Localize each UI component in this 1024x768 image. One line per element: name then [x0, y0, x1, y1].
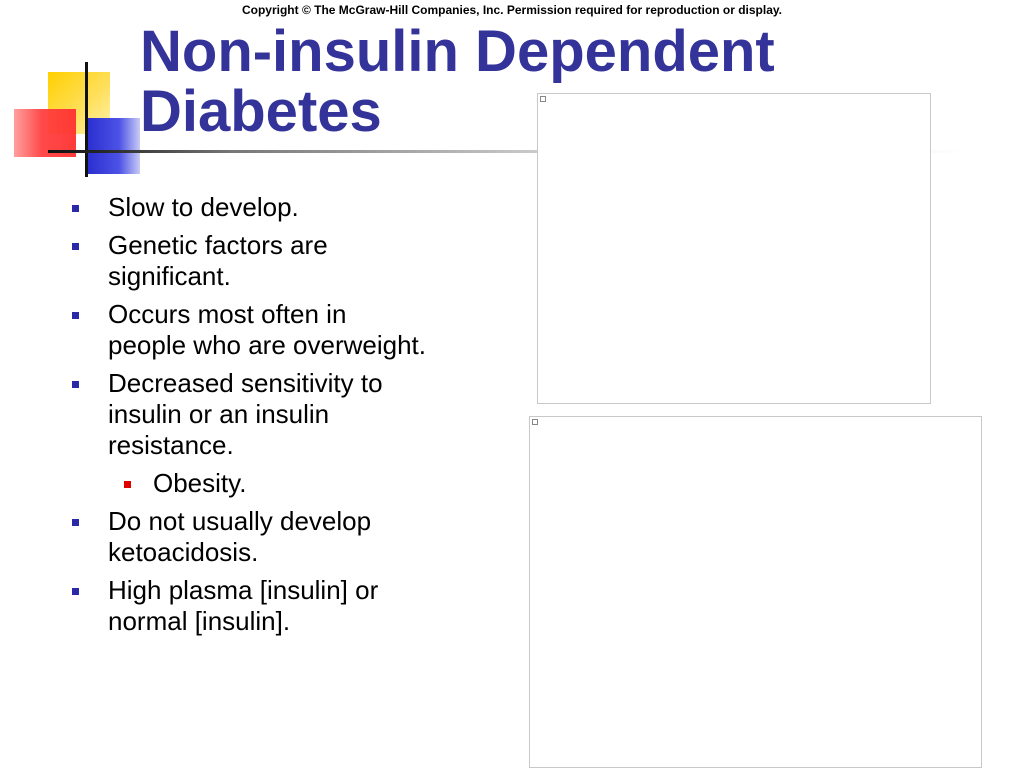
bullet-marker-icon: [72, 312, 79, 319]
image-placeholder-top: [537, 93, 931, 404]
sub-bullet-marker-icon: [124, 481, 131, 488]
slide-title-line-2: Diabetes: [140, 79, 382, 144]
title-underline: [48, 150, 968, 153]
slide-title: Non-insulin Dependent Diabetes: [140, 22, 860, 142]
bullet-text: High plasma [insulin] or normal [insulin…: [108, 575, 379, 636]
bullet-item: Genetic factors are significant.: [70, 230, 430, 292]
bullet-text: Do not usually develop ketoacidosis.: [108, 506, 372, 567]
decorative-red-square: [14, 109, 76, 157]
bullet-text: Slow to develop.: [108, 192, 299, 222]
bullet-item: High plasma [insulin] or normal [insulin…: [70, 575, 430, 637]
bullet-marker-icon: [72, 243, 79, 250]
image-placeholder-bottom: [529, 416, 982, 768]
bullet-marker-icon: [72, 205, 79, 212]
bullet-text: Genetic factors are significant.: [108, 230, 328, 291]
sub-bullet-text: Obesity.: [153, 468, 247, 498]
bullet-text: Occurs most often in people who are over…: [108, 299, 426, 360]
broken-image-icon: [532, 419, 538, 425]
slide-title-line-1: Non-insulin Dependent: [140, 19, 775, 84]
bullet-item: Do not usually develop ketoacidosis.: [70, 506, 430, 568]
bullet-marker-icon: [72, 588, 79, 595]
bullet-marker-icon: [72, 519, 79, 526]
bullet-text: Decreased sensitivity to insulin or an i…: [108, 368, 383, 460]
broken-image-icon: [540, 96, 546, 102]
sub-bullet-item: Obesity.: [70, 468, 430, 499]
bullet-item: Slow to develop.: [70, 192, 430, 223]
bullet-list: Slow to develop. Genetic factors are sig…: [70, 192, 430, 644]
bullet-marker-icon: [72, 381, 79, 388]
decorative-vertical-line: [85, 62, 88, 177]
bullet-item: Decreased sensitivity to insulin or an i…: [70, 368, 430, 461]
copyright-notice: Copyright © The McGraw-Hill Companies, I…: [241, 3, 783, 17]
bullet-item: Occurs most often in people who are over…: [70, 299, 430, 361]
decorative-blue-square: [88, 118, 140, 174]
